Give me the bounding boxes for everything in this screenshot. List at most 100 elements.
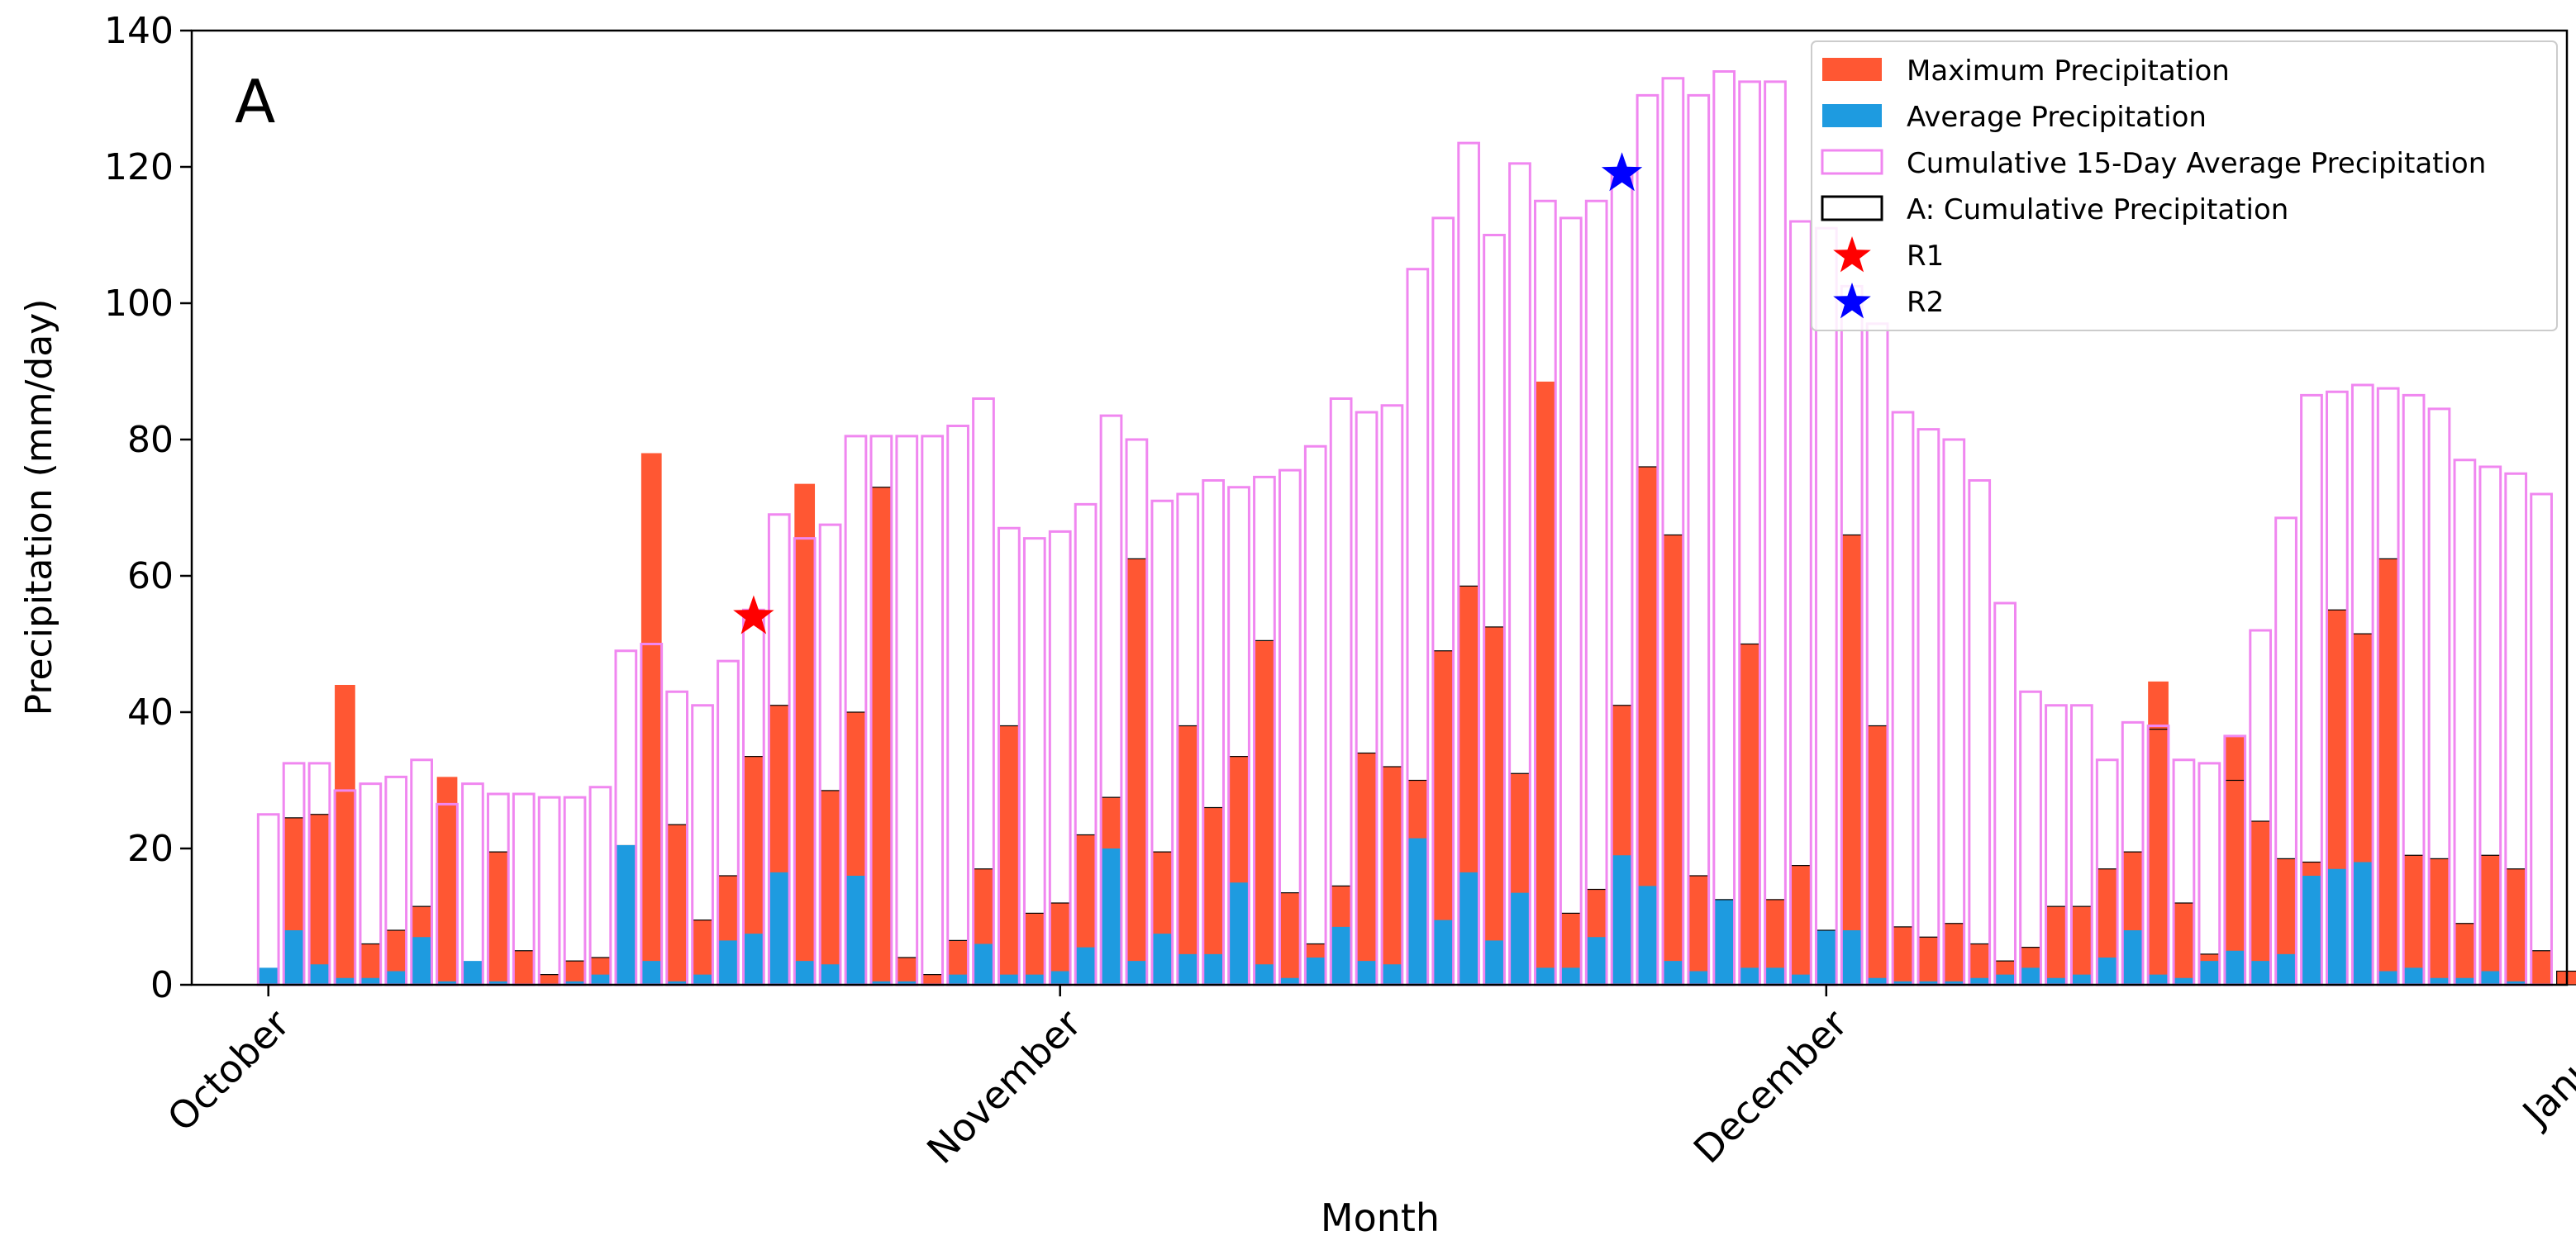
avg-bar — [1663, 961, 1683, 986]
max-bar — [2455, 923, 2475, 985]
max-bar — [666, 825, 688, 986]
avg-bar — [615, 844, 636, 986]
avg-bar — [2429, 977, 2450, 985]
avg-bar — [1356, 961, 1377, 986]
avg-bar — [998, 974, 1020, 986]
max-bar — [2045, 906, 2067, 986]
y-tick-label: 40 — [127, 692, 174, 734]
max-bar — [2505, 868, 2526, 985]
avg-bar — [2122, 930, 2143, 985]
avg-bar — [1202, 953, 1224, 986]
legend-label: R2 — [1907, 286, 1944, 319]
avg-bar — [411, 937, 432, 985]
avg-bar — [1050, 971, 1071, 985]
avg-bar — [896, 981, 917, 986]
marker-r1-star-icon — [733, 595, 774, 635]
avg-bar — [1279, 977, 1301, 985]
avg-bar — [666, 981, 688, 986]
legend-label: A: Cumulative Precipitation — [1907, 193, 2288, 226]
max-bar — [436, 777, 458, 986]
max-bar — [1893, 926, 1913, 986]
avg-bar — [1586, 937, 1607, 985]
avg-bar — [1560, 967, 1582, 986]
avg-bar — [769, 872, 790, 986]
max-bar — [564, 961, 585, 986]
avg-bar — [2045, 977, 2067, 985]
avg-bar — [564, 981, 585, 986]
legend-r1-star-icon — [1833, 236, 1871, 273]
avg-bar — [2275, 953, 2297, 986]
max-bar — [1535, 381, 1556, 986]
y-tick-label: 20 — [127, 828, 174, 870]
max-bar — [820, 790, 840, 986]
max-bar — [2531, 950, 2552, 985]
avg-bar — [335, 977, 355, 985]
avg-bar — [2224, 950, 2245, 985]
max-bar — [921, 974, 943, 986]
avg-bar — [973, 943, 994, 985]
max-bar — [1918, 937, 1939, 985]
avg-bar — [590, 974, 611, 986]
max-bar — [1279, 892, 1301, 986]
avg-bar — [743, 934, 764, 986]
avg-bar — [2378, 971, 2399, 985]
avg-bar — [845, 876, 866, 985]
legend-label: Average Precipitation — [1907, 101, 2207, 134]
avg-bar — [488, 981, 509, 986]
max-bar — [1739, 644, 1760, 985]
avg-bar — [2505, 981, 2526, 986]
y-tick-label: 140 — [104, 10, 174, 52]
max-bar — [2071, 906, 2093, 986]
max-bar — [1126, 558, 1147, 986]
max-bar — [692, 920, 713, 986]
max-bar — [1841, 535, 1863, 985]
avg-bar — [1483, 940, 1505, 986]
avg-precipitation-bars — [258, 838, 2526, 986]
event-markers — [733, 152, 1643, 635]
avg-bar — [1764, 967, 1786, 986]
avg-bar — [640, 961, 662, 986]
avg-bar — [2174, 977, 2194, 985]
avg-bar — [1612, 855, 1632, 985]
legend-swatch-max — [1822, 58, 1882, 81]
avg-bar — [871, 981, 892, 986]
avg-bar — [283, 930, 304, 985]
avg-bar — [436, 981, 458, 986]
avg-bar — [1407, 838, 1428, 986]
y-tick-label: 0 — [150, 964, 174, 1006]
max-bar — [2403, 855, 2424, 985]
max-bar — [871, 487, 892, 985]
avg-bar — [794, 961, 816, 986]
legend-label: Cumulative 15-Day Average Precipitation — [1907, 147, 2486, 180]
max-bar — [1356, 753, 1377, 985]
avg-bar — [1713, 899, 1735, 986]
avg-bar — [1331, 926, 1351, 986]
panel-label: A — [235, 67, 275, 136]
max-bar — [640, 453, 662, 985]
avg-bar — [2479, 971, 2501, 985]
avg-bar — [1509, 892, 1531, 986]
avg-bar — [717, 940, 739, 986]
max-bar — [2378, 558, 2399, 986]
avg-bar — [2020, 967, 2041, 986]
avg-bar — [1816, 930, 1837, 985]
avg-bar — [2326, 868, 2348, 985]
avg-bar — [1994, 974, 2016, 986]
avg-bar — [1943, 981, 1964, 986]
y-axis: 0 20 40 60 80 100 120 140 — [104, 10, 192, 1006]
legend-swatch-avg — [1822, 104, 1882, 127]
max-bar — [998, 725, 1020, 985]
avg-bar — [947, 974, 969, 986]
y-tick-label: 80 — [127, 419, 174, 461]
max-bar — [896, 958, 917, 985]
avg-bar — [385, 971, 407, 985]
avg-bar — [820, 964, 840, 985]
max-bar — [488, 852, 509, 986]
avg-bar — [1688, 971, 1709, 985]
max-bar — [1177, 725, 1198, 985]
avg-bar — [1739, 967, 1760, 986]
y-tick-label: 120 — [104, 146, 174, 188]
avg-bar — [1177, 953, 1198, 986]
avg-bar — [1637, 886, 1658, 986]
